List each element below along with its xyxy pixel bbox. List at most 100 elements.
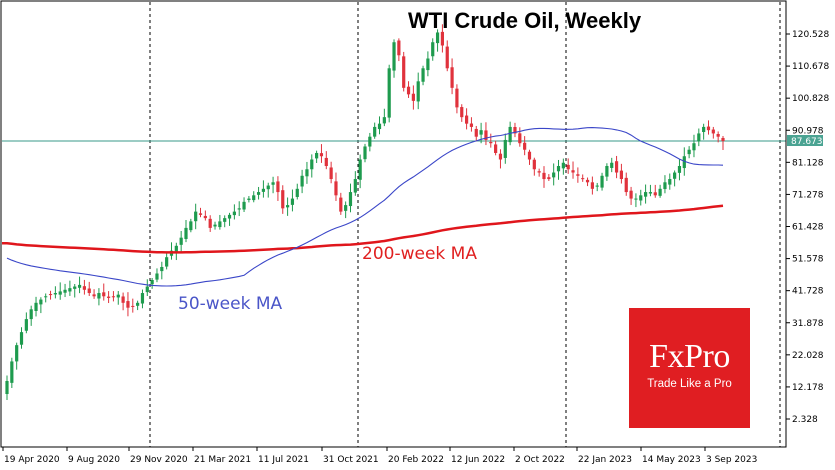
candle-body	[5, 380, 9, 395]
candle-body	[10, 361, 14, 383]
candle-body	[271, 182, 275, 185]
candle-body	[116, 294, 120, 298]
candle-body	[237, 208, 241, 210]
candle-body	[542, 172, 546, 180]
candle-body	[614, 161, 619, 173]
x-tick-label: 12 Jun 2022	[451, 455, 505, 465]
candle-body	[44, 296, 48, 298]
candle-body	[673, 172, 677, 179]
candle-body	[77, 284, 82, 288]
candle-body	[435, 32, 440, 44]
brand-tagline: Trade Like a Pro	[647, 378, 732, 390]
candle-body	[126, 301, 130, 308]
candle-body	[363, 146, 367, 160]
ma-200-annotation: 200-week MA	[362, 244, 477, 264]
ma-50-annotation: 50-week MA	[178, 294, 283, 314]
candle-body	[242, 201, 246, 210]
candle-body	[590, 182, 594, 189]
candle-body	[416, 81, 420, 102]
candle-body	[213, 224, 217, 227]
candle-body	[503, 139, 507, 158]
candle-body	[552, 172, 556, 178]
candle-body	[227, 214, 232, 219]
y-tick-label: 22.028	[792, 351, 824, 361]
candle-body	[382, 117, 386, 124]
candle-body	[39, 299, 43, 305]
candle-body	[527, 151, 532, 160]
candle-body	[402, 56, 406, 88]
candle-body	[194, 211, 198, 222]
y-tick-label: 61.428	[792, 223, 824, 233]
y-tick-label: 81.128	[792, 158, 824, 168]
y-tick-label: 12.178	[792, 383, 824, 393]
y-tick-label: 90.978	[792, 126, 824, 136]
candle-body	[34, 302, 38, 311]
candle-body	[295, 188, 299, 197]
candle-body	[484, 130, 488, 140]
candle-body	[82, 286, 87, 290]
candle-body	[677, 166, 682, 173]
candle-body	[305, 169, 309, 177]
candle-body	[537, 171, 541, 173]
candle-body	[48, 294, 53, 296]
candle-body	[203, 215, 207, 219]
candle-body	[256, 192, 261, 195]
candle-body	[315, 152, 319, 159]
candle-body	[576, 174, 580, 176]
y-tick-label: 2.328	[792, 415, 818, 425]
candle-body	[368, 136, 372, 147]
x-tick-label: 22 Jan 2023	[578, 455, 632, 465]
candle-body	[208, 218, 212, 228]
candle-body	[624, 177, 628, 193]
candle-body	[310, 159, 314, 170]
candle-body	[595, 185, 599, 187]
candle-body	[692, 143, 696, 151]
candle-body	[392, 42, 396, 71]
candle-body	[73, 286, 77, 289]
ma-50-line	[6, 127, 724, 287]
candle-body	[339, 197, 343, 212]
candle-body	[585, 179, 590, 183]
candle-body	[561, 162, 565, 169]
candle-body	[165, 257, 169, 267]
candle-body	[198, 213, 203, 215]
x-tick-label: 9 Aug 2020	[68, 455, 120, 465]
x-tick-label: 3 Sep 2023	[706, 455, 757, 465]
x-tick-label: 11 Jul 2021	[258, 455, 309, 465]
candle-body	[518, 133, 522, 144]
candle-body	[87, 288, 91, 294]
candle-body	[111, 296, 116, 298]
y-axis: 120.528 110.678 100.828 90.978 81.128 71.278 6…	[786, 30, 829, 425]
candle-body	[266, 185, 270, 190]
candle-body	[547, 177, 551, 180]
candle-body	[523, 142, 527, 150]
candle-body	[155, 273, 159, 280]
candle-body	[634, 198, 638, 200]
x-tick-label: 2 Oct 2022	[515, 455, 565, 465]
candle-body	[174, 245, 178, 254]
candle-body	[92, 294, 96, 297]
candle-body	[431, 42, 435, 57]
candle-body	[716, 134, 720, 137]
candle-body	[140, 293, 145, 304]
candle-body	[136, 302, 140, 306]
candle-body	[160, 266, 164, 272]
candle-body	[344, 205, 348, 211]
candle-body	[319, 153, 324, 157]
candle-body	[455, 88, 459, 108]
candle-body	[706, 126, 711, 131]
candle-body	[600, 175, 604, 188]
candle-body	[702, 126, 706, 133]
candle-body	[63, 289, 67, 293]
y-tick-label: 110.678	[792, 62, 829, 72]
ma-200-line	[2, 204, 724, 254]
candle-body	[97, 293, 101, 299]
x-tick-label: 19 Apr 2020	[4, 455, 60, 465]
candle-body	[460, 107, 464, 118]
candle-body	[276, 181, 280, 193]
candle-body	[440, 31, 445, 46]
vertical-markers	[149, 2, 781, 447]
candle-body	[489, 141, 493, 144]
candle-body	[610, 162, 614, 168]
candle-body	[426, 58, 430, 71]
